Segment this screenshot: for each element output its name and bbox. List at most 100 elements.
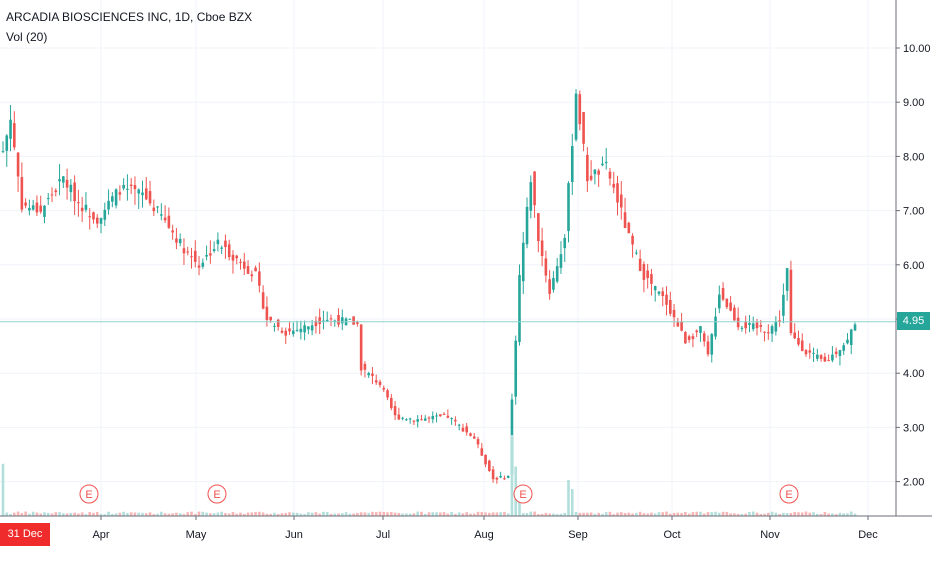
volume-bar bbox=[333, 513, 337, 516]
candle-body bbox=[770, 326, 774, 334]
candle-body bbox=[454, 419, 457, 422]
volume-bar bbox=[401, 513, 404, 516]
earnings-marker[interactable] bbox=[79, 484, 99, 504]
candle-body bbox=[797, 337, 800, 345]
earnings-marker[interactable] bbox=[207, 484, 227, 504]
volume-bar bbox=[341, 513, 344, 516]
candle-body bbox=[20, 177, 24, 210]
candle-body bbox=[129, 184, 133, 187]
candle-body bbox=[408, 418, 412, 420]
candle-body bbox=[537, 213, 540, 242]
volume-bar bbox=[582, 512, 585, 516]
volume-indicator-label[interactable]: Vol (20) bbox=[6, 30, 48, 44]
volume-bar bbox=[548, 513, 551, 516]
candle-body bbox=[503, 478, 506, 480]
volume-bar bbox=[314, 512, 318, 516]
volume-bar bbox=[804, 511, 808, 516]
volume-bar bbox=[718, 512, 721, 516]
volume-bar bbox=[322, 511, 325, 516]
candle-body bbox=[103, 209, 107, 220]
volume-bar bbox=[586, 512, 589, 516]
candle-body bbox=[495, 477, 499, 480]
volume-bar bbox=[242, 513, 246, 516]
volume-bar bbox=[684, 511, 687, 516]
volume-bar bbox=[578, 512, 582, 516]
volume-bar bbox=[721, 511, 725, 516]
volume-bar bbox=[5, 512, 9, 516]
candle-body bbox=[397, 414, 401, 420]
candle-body bbox=[299, 328, 303, 333]
candle-body bbox=[390, 398, 393, 409]
volume-bar bbox=[740, 514, 744, 516]
candle-body bbox=[133, 185, 137, 190]
volume-bar bbox=[653, 513, 657, 516]
volume-bar bbox=[273, 512, 276, 516]
candle-body bbox=[163, 217, 167, 221]
candle-body bbox=[800, 340, 804, 351]
candle-body bbox=[148, 191, 152, 204]
candle-body bbox=[457, 424, 461, 426]
volume-bar bbox=[356, 512, 359, 516]
volume-bar bbox=[823, 511, 827, 516]
candle-body bbox=[612, 183, 616, 188]
x-tick-label: Apr bbox=[92, 529, 109, 541]
candle-body bbox=[676, 322, 680, 327]
candle-body bbox=[506, 475, 510, 478]
candle-body bbox=[288, 328, 291, 332]
volume-bar bbox=[695, 511, 698, 516]
x-tick-label: Sep bbox=[568, 529, 588, 541]
price-chart[interactable]: EEEE10.009.008.007.006.005.004.003.002.0… bbox=[0, 0, 932, 550]
candle-body bbox=[710, 334, 714, 355]
volume-bar bbox=[759, 513, 763, 516]
candle-body bbox=[24, 202, 27, 206]
volume-bar bbox=[408, 513, 412, 516]
candle-body bbox=[276, 319, 280, 327]
volume-bar bbox=[325, 512, 329, 516]
volume-bar bbox=[303, 514, 306, 516]
candle-body bbox=[846, 339, 849, 344]
volume-bar bbox=[763, 513, 766, 516]
candle-body bbox=[16, 152, 20, 177]
volume-bar bbox=[559, 513, 563, 516]
volume-bar bbox=[529, 511, 533, 516]
candle-body bbox=[834, 351, 838, 355]
candle-body bbox=[95, 217, 99, 224]
candle-body bbox=[291, 330, 295, 335]
volume-bar bbox=[668, 513, 672, 516]
earnings-marker[interactable] bbox=[513, 484, 533, 504]
candle-body bbox=[73, 182, 76, 202]
candle-body bbox=[54, 190, 58, 193]
volume-bar bbox=[725, 511, 729, 516]
volume-bar bbox=[420, 511, 423, 516]
volume-bar bbox=[427, 512, 431, 516]
candle-body bbox=[601, 163, 604, 166]
candle-body bbox=[695, 330, 698, 333]
volume-bar bbox=[461, 513, 465, 516]
candle-body bbox=[190, 256, 193, 258]
candle-body bbox=[35, 202, 39, 213]
volume-bar bbox=[687, 513, 691, 516]
volume-bar bbox=[337, 513, 340, 516]
candle-body bbox=[58, 179, 61, 182]
candle-body bbox=[582, 112, 585, 144]
volume-bar bbox=[201, 511, 205, 516]
volume-bar bbox=[209, 513, 212, 516]
candle-body bbox=[763, 331, 766, 333]
candle-body bbox=[819, 355, 823, 359]
candle-body bbox=[186, 251, 190, 253]
candle-body bbox=[356, 321, 359, 324]
volume-bar bbox=[657, 512, 661, 516]
volume-bar bbox=[99, 513, 103, 516]
volume-bar bbox=[9, 513, 12, 516]
candle-body bbox=[484, 454, 487, 465]
volume-bar bbox=[24, 511, 27, 516]
candle-body bbox=[544, 258, 548, 276]
volume-bar bbox=[782, 512, 785, 516]
earnings-marker[interactable] bbox=[779, 484, 799, 504]
volume-bar bbox=[800, 512, 804, 516]
volume-bar bbox=[175, 512, 178, 516]
volume-bar bbox=[367, 512, 370, 516]
volume-bar bbox=[197, 511, 201, 516]
candle-body bbox=[718, 294, 721, 309]
volume-bar bbox=[612, 514, 616, 516]
